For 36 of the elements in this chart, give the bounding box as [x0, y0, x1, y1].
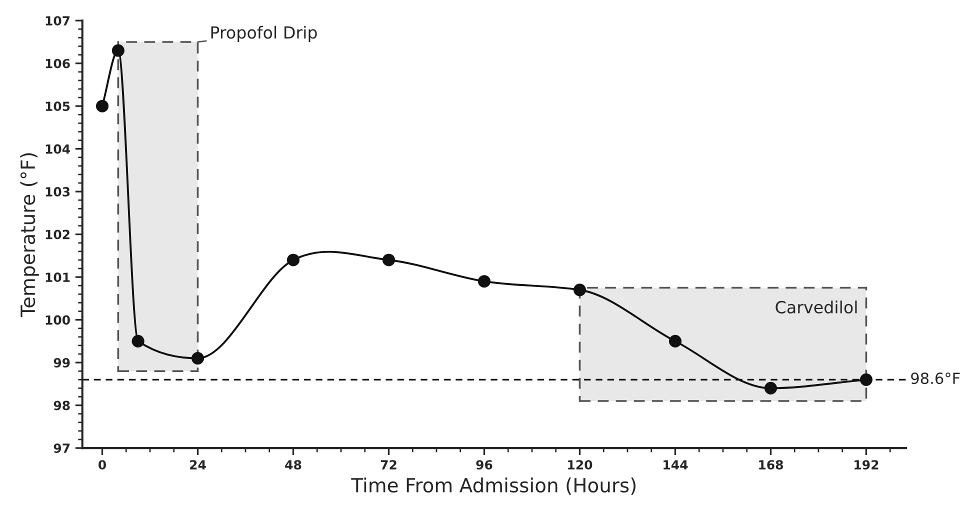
y-tick-label: 105	[46, 102, 70, 112]
x-tick-label: 120	[568, 460, 592, 470]
x-tick-label: 192	[854, 460, 878, 470]
y-tick-label: 97	[54, 444, 70, 453]
x-tick-label: 0	[98, 460, 106, 470]
y-tick-label: 100	[46, 315, 70, 325]
y-tick-label: 104	[46, 144, 70, 154]
y-tick-label: 99	[54, 358, 70, 368]
y-tick-label: 101	[46, 272, 70, 282]
point	[112, 44, 124, 57]
y-tick-label: 107	[46, 16, 70, 26]
band-label: Propofol Drip	[211, 26, 317, 42]
point	[382, 254, 396, 266]
point	[191, 352, 204, 365]
x-axis-title: Time From Admission (Hours)	[351, 478, 636, 495]
point	[132, 334, 144, 348]
y-tick-label: 98	[54, 400, 70, 410]
x-tick-label: 24	[190, 460, 206, 470]
band-label: Carvedilol	[776, 300, 857, 314]
y-tick-label: 102	[46, 230, 70, 240]
x-tick-label: 96	[476, 460, 492, 470]
point	[860, 373, 872, 386]
y-axis-title: Temperature (°F)	[20, 153, 39, 318]
x-tick-label: 48	[285, 460, 302, 470]
x-tick-label: 144	[664, 460, 688, 470]
x-tick-label: 168	[759, 460, 783, 470]
point	[96, 100, 109, 112]
point	[668, 334, 682, 348]
ref-line-label: 98.6°F	[911, 372, 960, 384]
point	[764, 382, 778, 394]
point	[478, 275, 491, 288]
point	[573, 284, 586, 296]
point	[286, 254, 300, 266]
y-tick-label: 106	[46, 58, 70, 68]
y-tick-label: 103	[46, 187, 70, 197]
x-tick-label: 72	[380, 460, 396, 470]
